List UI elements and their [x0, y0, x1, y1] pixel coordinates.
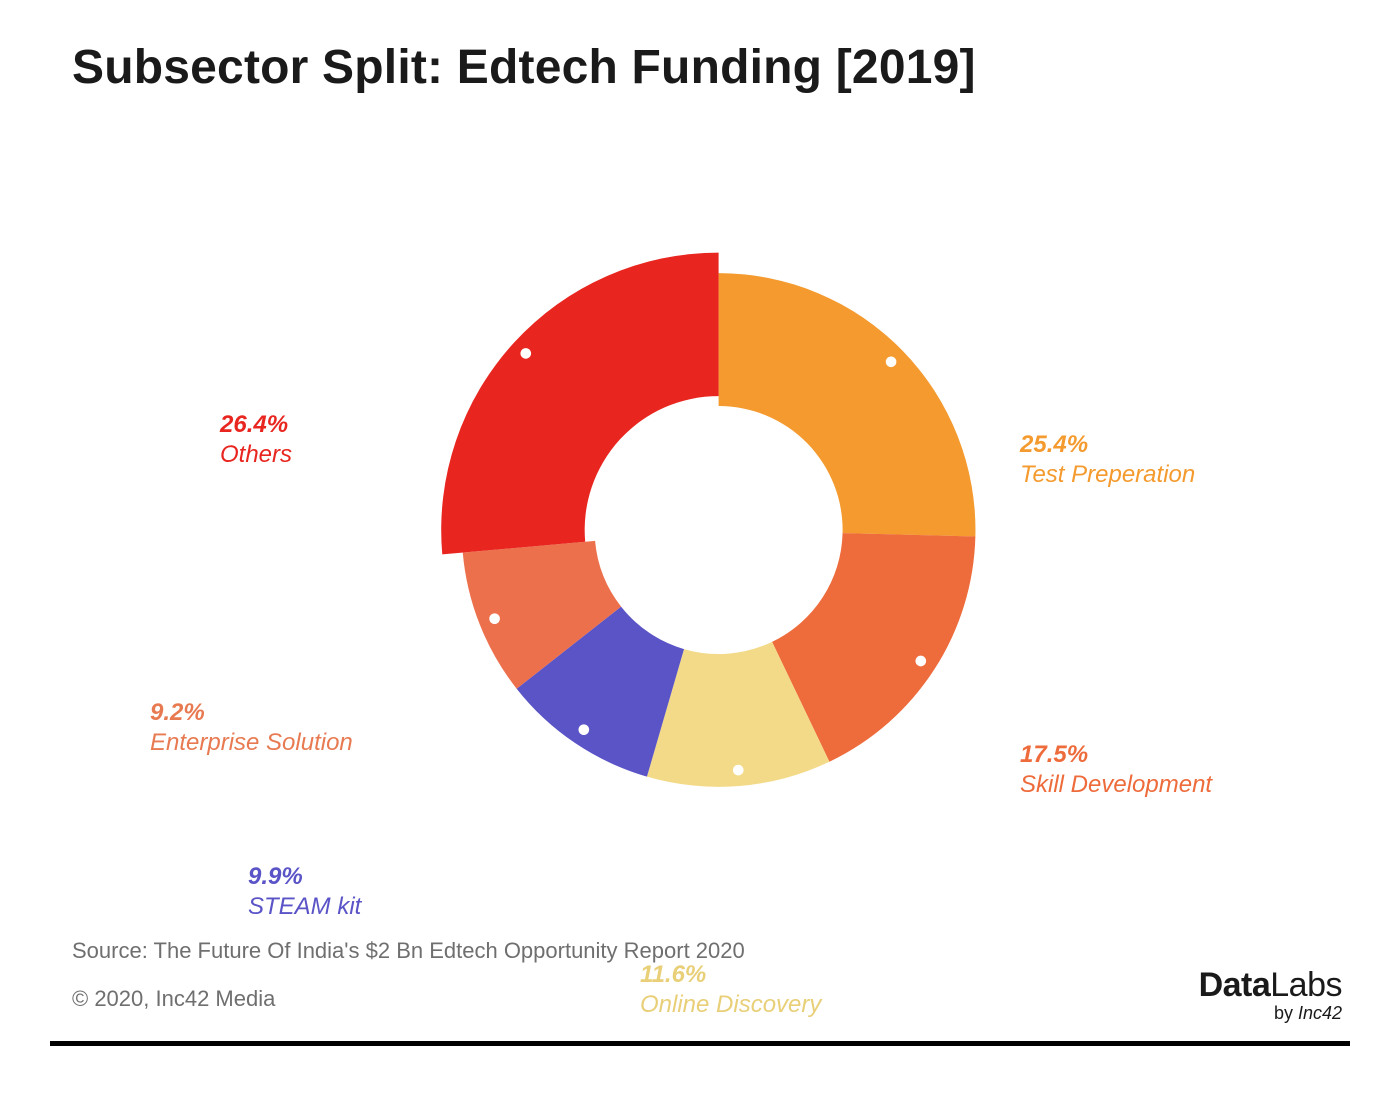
brand-line2: by Inc42: [1199, 1003, 1342, 1024]
slice-name: Test Preperation: [1020, 460, 1195, 490]
slice-label: 25.4%Test Preperation: [1020, 430, 1195, 490]
slice-pct: 26.4%: [220, 410, 292, 440]
slice-pct: 9.2%: [150, 698, 353, 728]
slice-name: Others: [220, 440, 292, 470]
slice-name: STEAM kit: [248, 892, 361, 922]
slice-dot: [520, 348, 531, 359]
slice-label: 17.5%Skill Development: [1020, 740, 1212, 800]
chart-title: Subsector Split: Edtech Funding [2019]: [72, 40, 976, 95]
slice-name: Skill Development: [1020, 770, 1212, 800]
slice-label: 26.4%Others: [220, 410, 292, 470]
slice-name: Enterprise Solution: [150, 728, 353, 758]
baseline-rule: [50, 1041, 1350, 1046]
donut-chart: [409, 220, 1029, 840]
copyright-line: © 2020, Inc42 Media: [72, 986, 1328, 1012]
slice-pct: 17.5%: [1020, 740, 1212, 770]
slice-pct: 25.4%: [1020, 430, 1195, 460]
slice-label: 9.2%Enterprise Solution: [150, 698, 353, 758]
slice-label: 9.9%STEAM kit: [248, 862, 361, 922]
chart-area: 25.4%Test Preperation 17.5%Skill Developm…: [0, 120, 1400, 940]
footer: Source: The Future Of India's $2 Bn Edte…: [72, 938, 1328, 1012]
brand-logo: DataLabs by Inc42: [1199, 966, 1342, 1024]
brand-line1-thin: Labs: [1270, 966, 1342, 1004]
source-line: Source: The Future Of India's $2 Bn Edte…: [72, 938, 1328, 964]
slice-dot: [733, 765, 744, 776]
donut-slice: [441, 253, 718, 555]
brand-line2-name: Inc42: [1298, 1003, 1342, 1023]
slice-pct: 9.9%: [248, 862, 361, 892]
donut-slice: [719, 273, 976, 536]
brand-line2-prefix: by: [1274, 1003, 1298, 1023]
brand-line1-bold: Data: [1199, 966, 1271, 1004]
brand-line1: DataLabs: [1199, 966, 1342, 1005]
slice-dot: [489, 613, 500, 624]
slice-dot: [578, 724, 589, 735]
slice-dot: [886, 356, 897, 367]
slice-dot: [915, 656, 926, 667]
page-root: Subsector Split: Edtech Funding [2019] 2…: [0, 0, 1400, 1108]
